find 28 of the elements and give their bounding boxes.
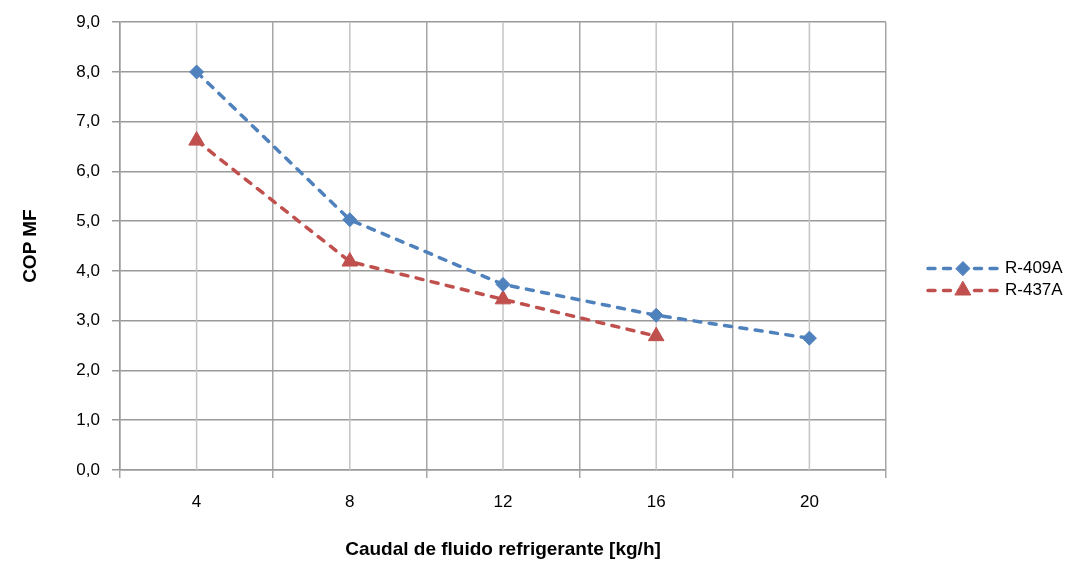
x-tick-label: 4 [191,491,202,511]
y-tick-label: 0,0 [76,459,100,479]
x-tick-label: 16 [646,491,666,511]
x-tick-label: 20 [799,491,819,511]
y-tick-label: 8,0 [76,61,100,81]
point [648,307,664,323]
y-tick-label: 4,0 [76,260,100,280]
legend-label: R-409A [1005,258,1064,278]
y-tick-label: 2,0 [76,360,100,380]
x-tick-label: 8 [345,491,355,511]
point [801,330,817,346]
y-axis-title: COP MF [18,209,40,283]
legend-label: R-437A [1005,280,1064,300]
y-tick-label: 1,0 [76,409,100,429]
point [342,212,358,228]
y-tick-label: 7,0 [76,111,100,131]
point [189,64,205,80]
point [188,131,205,146]
y-tick-label: 9,0 [76,11,100,31]
point [494,289,512,305]
x-tick-label: 12 [493,491,513,511]
y-tick-label: 6,0 [76,161,100,181]
point [495,276,511,292]
point [647,326,665,342]
y-tick-label: 5,0 [76,210,100,230]
x-axis-title: Caudal de fluido refrigerante [kg/h] [345,537,661,559]
point [341,252,359,267]
y-tick-label: 3,0 [76,310,100,330]
